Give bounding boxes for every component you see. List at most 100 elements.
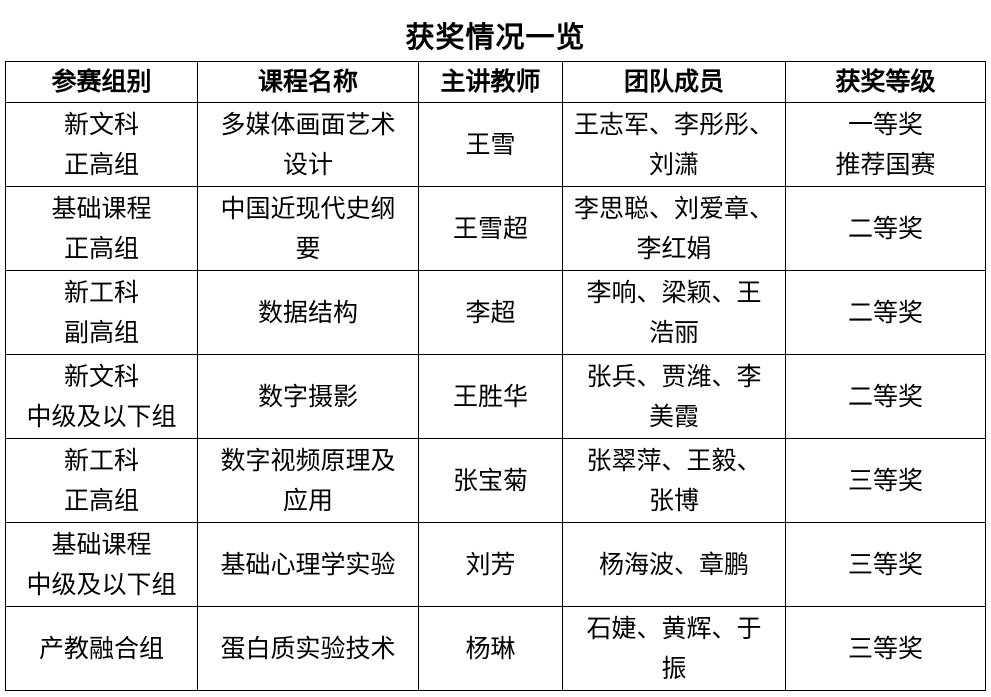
cell-text-line: 刘芳	[465, 549, 516, 579]
cell-text-line: 要	[295, 233, 321, 263]
cell-lecturer: 王胜华	[418, 354, 563, 439]
header-group: 参赛组别	[5, 61, 198, 103]
cell-text-line: 石婕、黄辉、于	[586, 613, 762, 643]
cell-text-line: 正高组	[63, 233, 139, 263]
cell-award: 三等奖	[785, 522, 986, 607]
cell-award: 三等奖	[785, 606, 986, 691]
cell-text-line: 新工科	[63, 445, 139, 475]
header-lecturer: 主讲教师	[418, 61, 563, 103]
cell-text-line: 数字视频原理及	[220, 445, 396, 475]
cell-text-line: 产教融合组	[38, 633, 164, 663]
cell-text-line: 王雪	[465, 129, 516, 159]
cell-text-line: 推荐国赛	[835, 149, 936, 179]
cell-text-line: 正高组	[63, 149, 139, 179]
header-award: 获奖等级	[785, 61, 986, 103]
cell-text-line: 美霞	[648, 401, 699, 431]
cell-course: 蛋白质实验技术	[197, 606, 419, 691]
cell-text-line: 张宝菊	[452, 465, 528, 495]
cell-group: 新文科 正高组	[5, 102, 198, 187]
cell-group: 新文科 中级及以下组	[5, 354, 198, 439]
cell-text-line: 二等奖	[847, 297, 923, 327]
cell-team: 王志军、李彤彤、 刘潇	[562, 102, 786, 187]
cell-text-line: 中级及以下组	[26, 569, 177, 599]
cell-team: 杨海波、章鹏	[562, 522, 786, 607]
cell-text-line: 蛋白质实验技术	[220, 633, 396, 663]
table-row: 新文科中级及以下组 数字摄影 王胜华 张兵、贾潍、李 美霞 二等奖	[5, 354, 986, 439]
table-header-row: 参赛组别 课程名称 主讲教师 团队成员 获奖等级	[5, 61, 986, 103]
cell-group: 基础课程 正高组	[5, 186, 198, 271]
cell-text-line: 二等奖	[847, 381, 923, 411]
cell-award: 二等奖	[785, 186, 986, 271]
table-row: 产教融合组 蛋白质实验技术 杨琳 石婕、黄辉、于振 三等奖	[5, 606, 986, 691]
cell-course: 多媒体画面艺术 设计	[197, 102, 419, 187]
cell-text-line: 杨琳	[465, 633, 516, 663]
cell-award: 一等奖 推荐国赛	[785, 102, 986, 187]
cell-lecturer: 李超	[418, 270, 563, 355]
cell-lecturer: 刘芳	[418, 522, 563, 607]
cell-text-line: 王雪超	[452, 213, 528, 243]
cell-text-line: 基础课程	[51, 193, 152, 223]
cell-text-line: 基础心理学实验	[220, 549, 396, 579]
cell-text-line: 李思聪、刘爱章、	[573, 193, 774, 223]
cell-award: 二等奖	[785, 354, 986, 439]
cell-text-line: 张翠萍、王毅、	[586, 445, 762, 475]
cell-text-line: 李超	[465, 297, 516, 327]
awards-table: 参赛组别 课程名称 主讲教师 团队成员 获奖等级 新文科 正高组 多媒体画面艺术 设计 王雪 王志…	[5, 61, 986, 691]
cell-team: 李思聪、刘爱章、 李红娟	[562, 186, 786, 271]
cell-team: 石婕、黄辉、于振	[562, 606, 786, 691]
cell-text-line: 正高组	[63, 485, 139, 515]
cell-group: 新工科 副高组	[5, 270, 198, 355]
header-team: 团队成员	[562, 61, 786, 103]
cell-text-line: 张兵、贾潍、李	[586, 361, 762, 391]
cell-text-line: 新文科	[63, 109, 139, 139]
cell-award: 二等奖	[785, 270, 986, 355]
cell-text-line: 王胜华	[452, 381, 528, 411]
cell-course: 数字摄影	[197, 354, 419, 439]
table-row: 新工科 正高组 数字视频原理及 应用 张宝菊 张翠萍、王毅、 张博 三等奖	[5, 438, 986, 523]
cell-text-line: 张博	[648, 485, 699, 515]
cell-lecturer: 王雪超	[418, 186, 563, 271]
cell-text-line: 王志军、李彤彤、	[573, 109, 774, 139]
cell-award: 三等奖	[785, 438, 986, 523]
cell-group: 产教融合组	[5, 606, 198, 691]
cell-lecturer: 王雪	[418, 102, 563, 187]
cell-course: 基础心理学实验	[197, 522, 419, 607]
cell-course: 数据结构	[197, 270, 419, 355]
cell-group: 新工科 正高组	[5, 438, 198, 523]
cell-lecturer: 张宝菊	[418, 438, 563, 523]
cell-text-line: 中国近现代史纲	[220, 193, 396, 223]
cell-course: 中国近现代史纲要	[197, 186, 419, 271]
table-row: 新文科 正高组 多媒体画面艺术 设计 王雪 王志军、李彤彤、 刘潇 一等奖 推荐国赛	[5, 102, 986, 187]
header-course: 课程名称	[197, 61, 419, 103]
cell-text-line: 浩丽	[648, 317, 699, 347]
cell-text-line: 基础课程	[51, 529, 152, 559]
cell-text-line: 二等奖	[847, 213, 923, 243]
cell-text-line: 副高组	[63, 317, 139, 347]
cell-text-line: 三等奖	[847, 633, 923, 663]
table-row: 新工科副高组 数据结构 李超 李响、梁颖、王 浩丽 二等奖	[5, 270, 986, 355]
document-title: 获奖情况一览	[405, 20, 586, 54]
cell-text-line: 应用	[282, 485, 333, 515]
cell-text-line: 多媒体画面艺术	[220, 109, 396, 139]
table-row: 基础课程 正高组 中国近现代史纲要王雪超 李思聪、刘爱章、 李红娟 二等奖	[5, 186, 986, 271]
cell-text-line: 振	[661, 653, 687, 683]
cell-group: 基础课程中级及以下组	[5, 522, 198, 607]
cell-text-line: 三等奖	[847, 465, 923, 495]
cell-team: 张翠萍、王毅、 张博	[562, 438, 786, 523]
cell-text-line: 新文科	[63, 361, 139, 391]
cell-team: 张兵、贾潍、李 美霞	[562, 354, 786, 439]
cell-text-line: 数据结构	[257, 297, 358, 327]
cell-text-line: 李红娟	[636, 233, 712, 263]
cell-text-line: 中级及以下组	[26, 401, 177, 431]
table-row: 基础课程 中级及以下组 基础心理学实验 刘芳 杨海波、章鹏 三等奖	[5, 522, 986, 607]
cell-text-line: 设计	[282, 149, 333, 179]
cell-team: 李响、梁颖、王 浩丽	[562, 270, 786, 355]
cell-text-line: 李响、梁颖、王	[586, 277, 762, 307]
cell-text-line: 一等奖	[847, 109, 923, 139]
cell-lecturer: 杨琳	[418, 606, 563, 691]
cell-text-line: 三等奖	[847, 549, 923, 579]
cell-text-line: 新工科	[63, 277, 139, 307]
cell-course: 数字视频原理及 应用	[197, 438, 419, 523]
cell-text-line: 数字摄影	[257, 381, 358, 411]
cell-text-line: 刘潇	[648, 149, 699, 179]
